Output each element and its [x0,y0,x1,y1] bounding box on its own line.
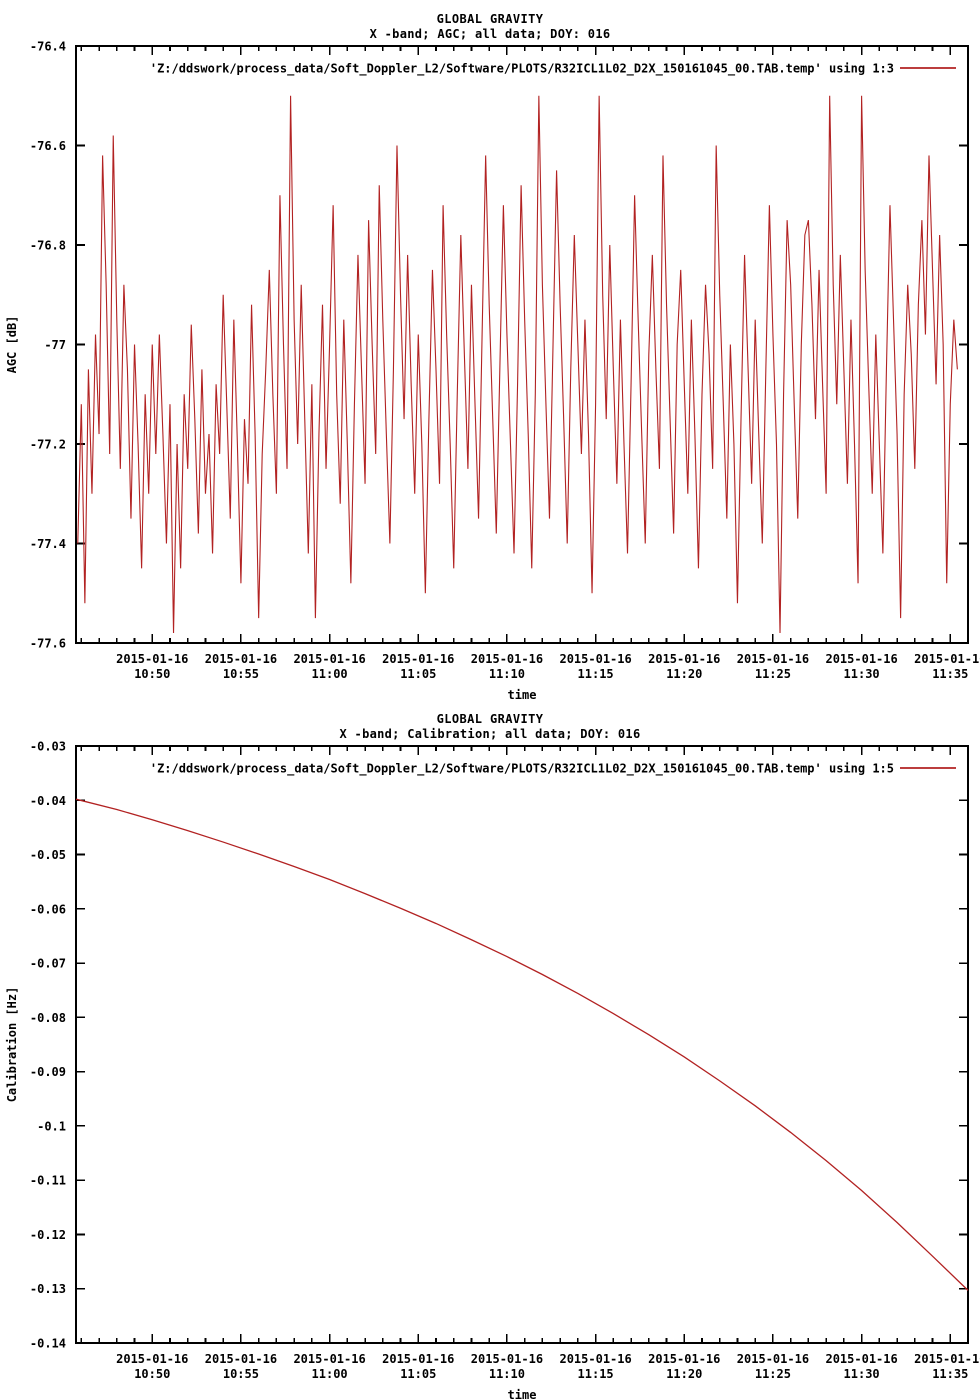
x-tick-label-time: 11:15 [578,667,614,681]
calibration-panel: GLOBAL GRAVITY X -band; Calibration; all… [0,700,980,1400]
x-tick-label-date: 2015-01-16 [914,652,980,666]
x-tick-label-time: 11:00 [312,1367,348,1381]
x-axis-title: time [508,688,537,700]
x-tick-label-time: 10:50 [134,667,170,681]
y-tick-label: -0.09 [30,1065,66,1079]
calibration-chart-title: GLOBAL GRAVITY [436,712,544,726]
x-tick-label-date: 2015-01-16 [559,652,631,666]
y-tick-label: -76.8 [30,239,66,253]
x-tick-label-date: 2015-01-16 [205,652,277,666]
x-tick-label-date: 2015-01-16 [205,1352,277,1366]
x-tick-label-date: 2015-01-16 [648,1352,720,1366]
x-tick-label-time: 11:05 [400,667,436,681]
x-tick-label-time: 11:25 [755,667,791,681]
y-axis-title: AGC [dB] [5,316,19,374]
x-tick-label-date: 2015-01-16 [471,1352,543,1366]
y-tick-label: -77 [44,338,66,352]
y-tick-label: -0.05 [30,848,66,862]
y-tick-label: -76.4 [30,40,66,54]
data-series-line [77,95,958,634]
y-tick-label: -77.2 [30,438,66,452]
x-tick-label-time: 11:00 [312,667,348,681]
agc-chart-subtitle: X -band; AGC; all data; DOY: 016 [369,27,611,41]
legend-label: 'Z:/ddswork/process_data/Soft_Doppler_L2… [150,762,894,777]
x-tick-label-date: 2015-01-16 [116,1352,188,1366]
x-axis-title: time [508,1388,537,1400]
y-tick-label: -0.1 [37,1119,66,1133]
x-tick-label-time: 10:50 [134,1367,170,1381]
x-tick-label-date: 2015-01-16 [737,652,809,666]
y-tick-label: -77.4 [30,537,66,551]
y-tick-label: -76.6 [30,139,66,153]
agc-title-block: GLOBAL GRAVITY X -band; AGC; all data; D… [0,12,980,42]
y-tick-label: -0.03 [30,740,66,754]
x-tick-label-date: 2015-01-16 [825,1352,897,1366]
x-tick-label-date: 2015-01-16 [914,1352,980,1366]
y-tick-label: -0.04 [30,794,66,808]
x-tick-label-time: 11:15 [578,1367,614,1381]
y-tick-label: -0.13 [30,1282,66,1296]
x-tick-label-date: 2015-01-16 [648,652,720,666]
legend-label: 'Z:/ddswork/process_data/Soft_Doppler_L2… [150,62,894,77]
x-tick-label-date: 2015-01-16 [382,652,454,666]
x-tick-label-time: 11:05 [400,1367,436,1381]
plot-border [75,45,969,644]
y-tick-label: -0.11 [30,1174,66,1188]
x-tick-label-time: 11:20 [666,1367,702,1381]
x-tick-label-time: 11:35 [932,1367,968,1381]
x-tick-label-date: 2015-01-16 [737,1352,809,1366]
x-tick-label-time: 11:10 [489,667,525,681]
x-tick-label-time: 11:35 [932,667,968,681]
x-tick-label-date: 2015-01-16 [293,652,365,666]
agc-panel: GLOBAL GRAVITY X -band; AGC; all data; D… [0,12,980,701]
y-axis-title: Calibration [Hz] [5,987,19,1103]
data-series-line [75,798,969,1291]
x-tick-label-date: 2015-01-16 [382,1352,454,1366]
x-tick-label-time: 11:30 [844,1367,880,1381]
plot-border [75,745,969,1344]
y-tick-label: -0.08 [30,1011,66,1025]
x-tick-label-date: 2015-01-16 [471,652,543,666]
y-tick-label: -77.6 [30,637,66,651]
y-tick-label: -0.12 [30,1228,66,1242]
x-tick-label-time: 10:55 [223,667,259,681]
x-tick-label-time: 11:25 [755,1367,791,1381]
x-tick-label-time: 10:55 [223,1367,259,1381]
agc-chart-title: GLOBAL GRAVITY [436,12,544,26]
x-tick-label-date: 2015-01-16 [116,652,188,666]
x-tick-label-time: 11:30 [844,667,880,681]
x-tick-label-date: 2015-01-16 [293,1352,365,1366]
x-tick-label-time: 11:10 [489,1367,525,1381]
calibration-chart-subtitle: X -band; Calibration; all data; DOY: 016 [339,727,641,741]
y-tick-label: -0.06 [30,902,66,916]
calibration-plot-area: -0.03 -0.04 -0.05 -0.06 -0.07 -0.08 -0.09 -0.1 -… [5,740,980,1400]
calibration-title-block: GLOBAL GRAVITY X -band; Calibration; all… [0,712,980,742]
y-tick-label: -0.14 [30,1337,66,1351]
agc-plot-area: -76.4 -76.6 -76.8 -77 -77.2 -77.4 -77.6 2015-01… [5,40,980,701]
x-tick-label-date: 2015-01-16 [559,1352,631,1366]
x-tick-label-date: 2015-01-16 [825,652,897,666]
x-tick-label-time: 11:20 [666,667,702,681]
y-tick-label: -0.07 [30,957,66,971]
